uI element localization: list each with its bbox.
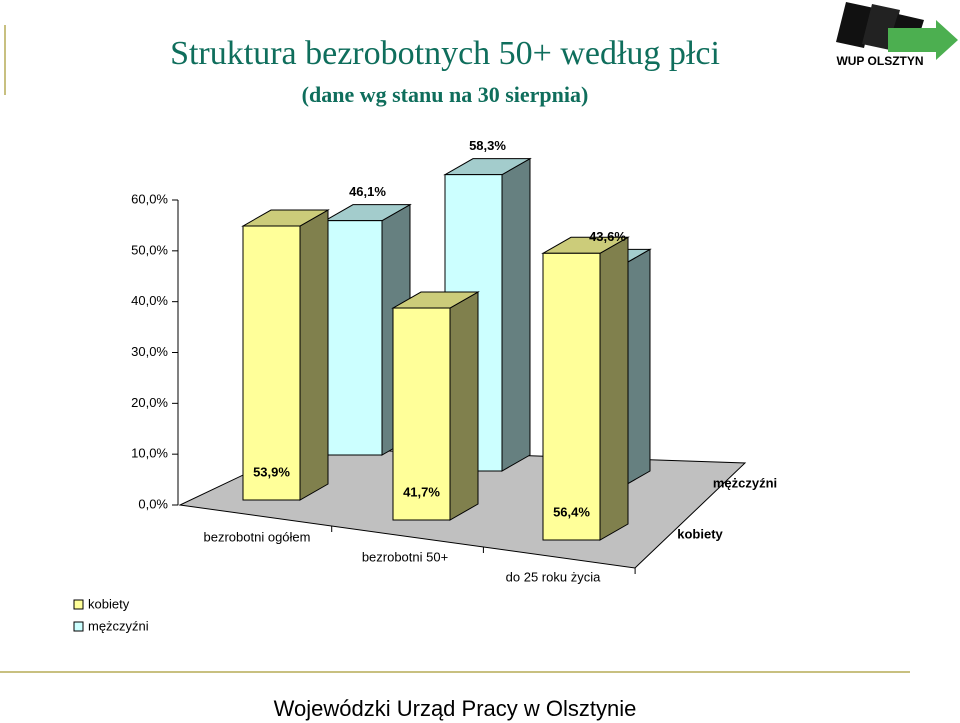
bar-front: [392, 307, 451, 521]
bar-side: [449, 291, 479, 521]
title: Struktura bezrobotnych 50+ według płci: [170, 35, 720, 72]
subtitle: (dane wg stanu na 30 sierpnia): [302, 82, 589, 107]
y-tick-label: 60,0%: [131, 191, 168, 206]
footer: Wojewódzki Urząd Pracy w Olsztynie: [274, 696, 637, 721]
y-tick-label: 0,0%: [138, 496, 168, 511]
logo-text: WUP OLSZTYN: [836, 54, 923, 68]
y-tick-label: 20,0%: [131, 395, 168, 410]
x-tick-label: bezrobotni 50+: [362, 549, 448, 564]
legend-swatch: [73, 621, 84, 632]
y-tick-label: 40,0%: [131, 293, 168, 308]
value-label: 56,4%: [553, 504, 590, 519]
bar: [241, 209, 330, 501]
x-tick-label: bezrobotni ogółem: [204, 529, 311, 544]
bar-side: [501, 157, 531, 472]
bar: [391, 291, 480, 521]
legend-swatch: [73, 599, 84, 610]
depth-label: mężczyźni: [713, 475, 777, 490]
bar-front: [242, 225, 301, 501]
logo: WUP OLSZTYN: [836, 2, 958, 68]
bar-front: [542, 252, 601, 541]
bar: [541, 236, 630, 541]
legend-label: kobiety: [88, 596, 130, 611]
legend-label: mężczyźni: [88, 618, 149, 633]
bar-side: [599, 236, 629, 541]
x-tick-label: do 25 roku życia: [506, 569, 601, 584]
value-label: 58,3%: [469, 138, 506, 153]
value-label: 53,9%: [253, 464, 290, 479]
y-tick-label: 30,0%: [131, 344, 168, 359]
bar-front: [324, 220, 383, 456]
value-label: 46,1%: [349, 184, 386, 199]
y-tick-label: 10,0%: [131, 446, 168, 461]
bar-side: [299, 209, 329, 501]
plot: [241, 157, 652, 541]
y-tick-label: 50,0%: [131, 242, 168, 257]
value-label: 41,7%: [403, 484, 440, 499]
value-label: 43,6%: [589, 229, 626, 244]
depth-label: kobiety: [677, 526, 723, 541]
